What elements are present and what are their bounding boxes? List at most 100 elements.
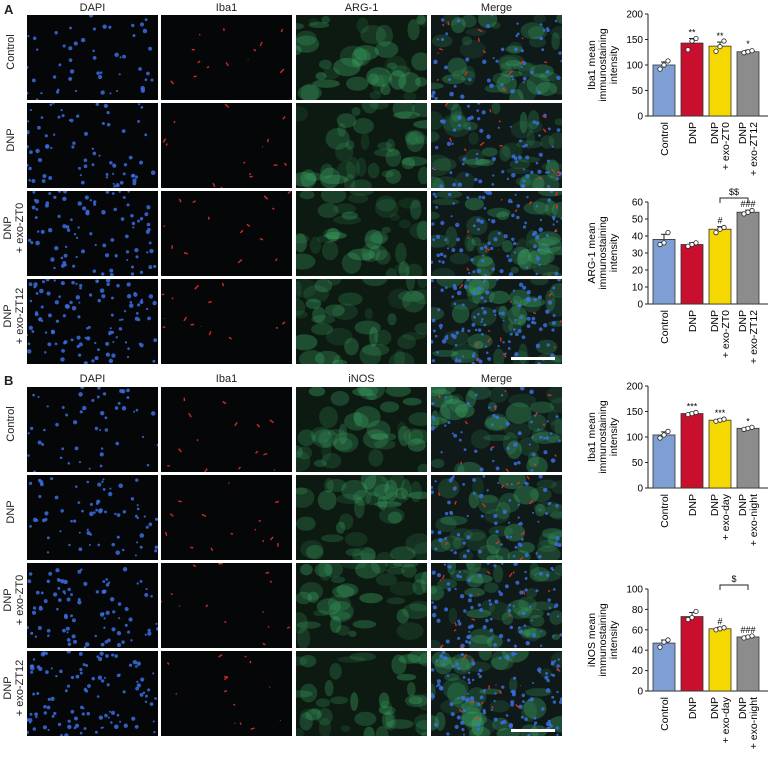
- chart-3-sig-label-3: ###: [740, 625, 755, 635]
- panel-a-row-label-line: + exo-ZT12: [14, 287, 26, 345]
- chart-0-ytick-label: 200: [626, 10, 643, 21]
- panel-b-micrograph-image: [161, 563, 292, 648]
- chart-1-bar-0: [652, 239, 676, 305]
- panel-a-micrograph-image: [161, 103, 292, 188]
- chart-0-category-label: + exo-ZT12: [748, 122, 760, 176]
- chart-3-ytick-label: 20: [632, 666, 644, 677]
- chart-3-point: [665, 637, 671, 643]
- chart-2-ylabel-line: immunostaining: [597, 400, 609, 474]
- chart-2-category-label: + exo-night: [748, 494, 760, 546]
- panel-a-micrograph-merge-row-1: [431, 103, 562, 188]
- chart-3-point: [749, 633, 755, 639]
- chart-3-ytick-label: 40: [632, 646, 644, 657]
- chart-2-category-label: + exo-day: [720, 493, 732, 540]
- panel-b-micrograph-image: [431, 387, 562, 472]
- chart-1-point: [749, 207, 755, 214]
- chart-0-point: [657, 66, 663, 72]
- chart-2-sig-label-1: ***: [687, 402, 698, 412]
- chart-0-ytick-label: 0: [637, 112, 643, 123]
- panel-a-micrograph-green-row-2: [296, 191, 427, 276]
- panel-b-micrograph-image: [27, 563, 158, 648]
- chart-3-point: [689, 614, 695, 621]
- chart-1-bar-3: [736, 211, 760, 305]
- panel-b-row-label-line: + exo-ZT12: [14, 659, 26, 717]
- chart-0-bar-2: [708, 45, 732, 117]
- chart-0-bar-1: [680, 42, 704, 117]
- chart-0-bar-0: [652, 64, 676, 117]
- panel-a-micrograph-image: [296, 279, 427, 364]
- chart-1-ylabel-line: intensity: [608, 233, 620, 272]
- panel-a-micrograph-image: [161, 191, 292, 276]
- panel-a-row-label-line: Control: [5, 34, 17, 70]
- chart-3-point: [721, 625, 727, 631]
- chart-0-sig-label-1: **: [688, 27, 696, 37]
- panel-a-col-dapi: DAPI: [79, 2, 106, 14]
- panel-b-micrograph-image: [431, 563, 562, 648]
- panel-a-micrograph-image: [296, 103, 427, 188]
- panel-b-row-label-line: DNP: [5, 500, 17, 524]
- panel-a-micrograph-image: [27, 191, 158, 276]
- panel-b-row-label-3: DNP + exo-ZT12: [2, 653, 26, 723]
- chart-3-point: [693, 608, 699, 615]
- panel-b-row-label-line: + exo-ZT0: [14, 574, 26, 626]
- chart-0-point: [717, 44, 723, 50]
- chart-1-category-label: + exo-ZT0: [720, 310, 732, 358]
- chart-0-point: [693, 35, 699, 42]
- chart-2-point: [721, 416, 727, 422]
- chart-2-ylabel-line: intensity: [608, 417, 620, 456]
- chart-2-point: [749, 424, 755, 430]
- panel-b-micrograph-merge-row-0: [431, 387, 562, 472]
- panel-b-micrograph-iba1-row-1: [161, 475, 292, 560]
- chart-3-point: [685, 616, 691, 623]
- chart-2-category-label: Control: [659, 494, 671, 528]
- panel-a-micrograph-image: [296, 15, 427, 100]
- panel-a-row-label-line: DNP: [2, 216, 14, 240]
- panel-a-micrograph-iba1-row-1: [161, 103, 292, 188]
- chart-3-bracket-label: $: [731, 574, 736, 584]
- chart-0-category-label: DNP: [709, 122, 721, 144]
- panel-b-micrograph-image: [296, 475, 427, 560]
- panel-a-micrograph-iba1-row-3: [161, 279, 292, 364]
- panel-b-micrograph-green-row-0: [296, 387, 427, 472]
- chart-1-category-label: + exo-ZT12: [748, 310, 760, 364]
- chart-1-category-label: DNP: [737, 310, 749, 332]
- panel-a-micrograph-image: [431, 279, 562, 364]
- chart-2-category-label: DNP: [737, 494, 749, 516]
- panel-b-micrograph-image: [27, 387, 158, 472]
- chart-0-point: [749, 48, 755, 54]
- chart-0-point: [713, 48, 719, 54]
- chart-2-ylabel-line: Iba1 mean: [586, 412, 598, 462]
- panel-b-micrograph-image: [161, 387, 292, 472]
- panel-b-row-label-line: Control: [5, 406, 17, 442]
- panel-a-micrograph-iba1-row-0: [161, 15, 292, 100]
- panel-b-col-inos: iNOS: [348, 373, 375, 385]
- chart-0-category-label: Control: [659, 122, 671, 156]
- panel-b-micrograph-iba1-row-3: [161, 651, 292, 736]
- panel-b-micrograph-green-row-2: [296, 563, 427, 648]
- chart-1-sig-label-3: ###: [740, 199, 755, 209]
- panel-a-micrograph-green-row-3: [296, 279, 427, 364]
- chart-1-point: [661, 240, 667, 246]
- chart-3-ylabel-line: immunostaining: [597, 603, 609, 677]
- panel-a-row-label-line: DNP: [2, 304, 14, 328]
- panel-b-micrograph-dapi-row-2: [27, 563, 158, 648]
- chart-3-bar-0: [652, 642, 676, 692]
- chart-0-category-label: DNP: [737, 122, 749, 144]
- chart-2-ytick-label: 150: [626, 407, 643, 418]
- chart-1-ylabel-line: immunostaining: [597, 216, 609, 290]
- chart-2-point: [665, 428, 671, 434]
- chart-0-point: [689, 38, 695, 44]
- chart-0-ytick-label: 100: [626, 61, 643, 72]
- panel-a-micrograph-green-row-1: [296, 103, 427, 188]
- chart-2-point: [657, 435, 663, 441]
- panel-a-micrograph-dapi-row-2: [27, 191, 158, 276]
- chart-3-bar-2: [708, 628, 732, 692]
- panel-a-micrograph-merge-row-2: [431, 191, 562, 276]
- chart-3-category-label: + exo-night: [748, 697, 760, 749]
- panel-b-row-label-line: DNP: [2, 588, 14, 612]
- panel-b-micrograph-iba1-row-0: [161, 387, 292, 472]
- chart-1-point: [693, 240, 699, 246]
- panel-a-micrograph-iba1-row-2: [161, 191, 292, 276]
- panel-a-row-label-1: DNP: [5, 105, 17, 175]
- chart-2-category-label: DNP: [709, 494, 721, 516]
